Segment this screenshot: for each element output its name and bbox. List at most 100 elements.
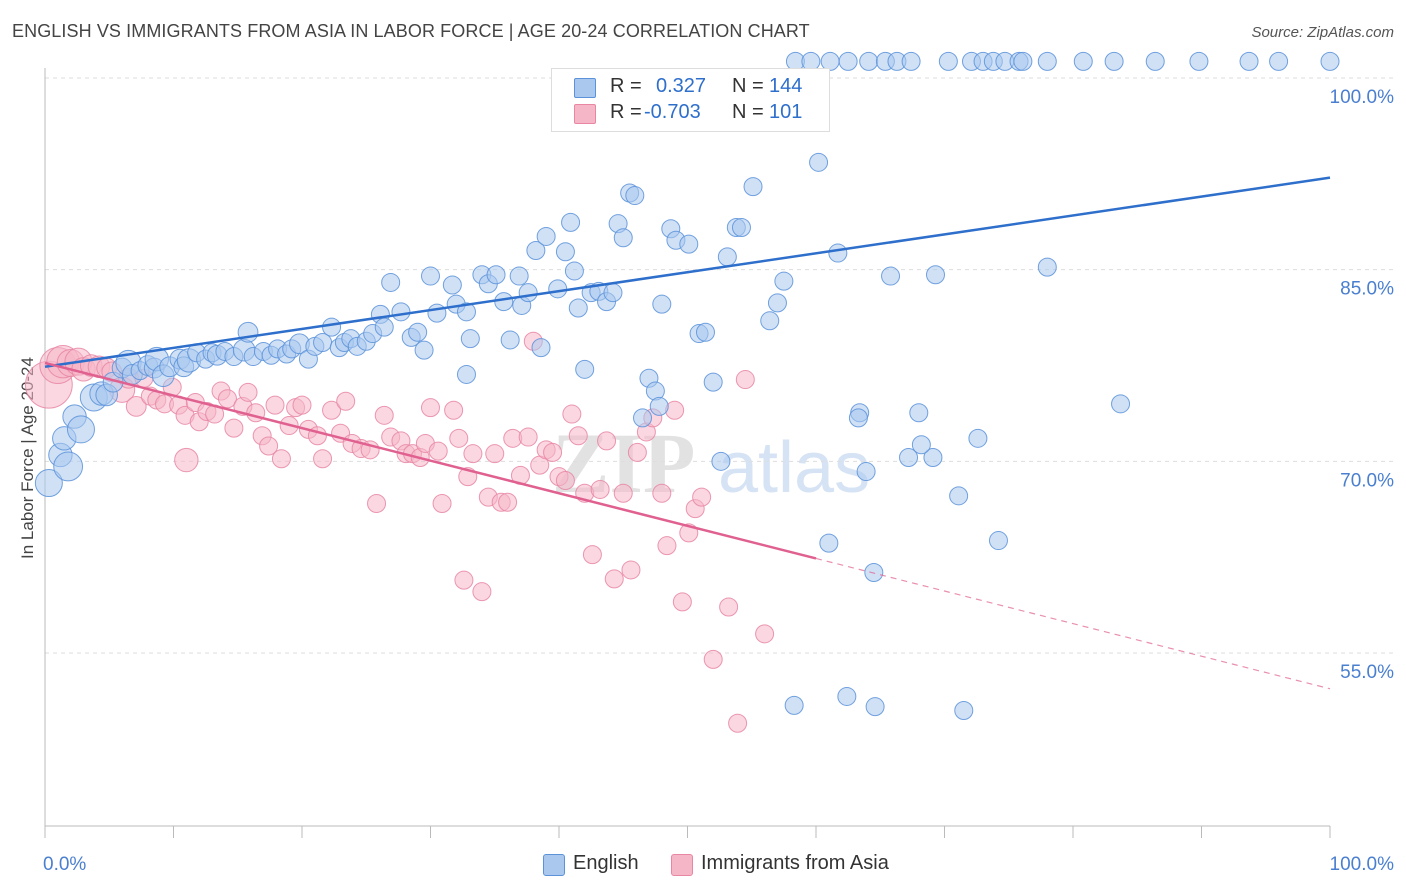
y-tick-label: 55.0% — [1340, 662, 1394, 683]
data-point-asia — [518, 427, 538, 447]
trend-line-asia-extension — [815, 557, 1331, 690]
data-point-asia — [472, 582, 492, 602]
data-point-english — [603, 283, 623, 303]
legend-r-value: -0.703 — [644, 101, 701, 123]
data-point-english — [760, 311, 780, 331]
data-point-english — [408, 322, 428, 342]
data-point-asia — [238, 382, 258, 402]
legend-r-label: R = — [610, 101, 642, 123]
legend-swatch-asia — [574, 104, 596, 124]
data-point-english — [901, 51, 921, 71]
data-point-english — [652, 294, 672, 314]
data-point-asia — [613, 483, 633, 503]
data-point-asia — [174, 447, 199, 473]
data-point-english — [881, 266, 901, 286]
data-point-english — [828, 243, 848, 263]
data-point-english — [237, 321, 259, 343]
data-point-asia — [728, 713, 748, 733]
data-point-asia — [367, 494, 387, 513]
data-point-english — [625, 186, 645, 206]
data-point-asia — [604, 569, 624, 589]
data-point-english — [1111, 394, 1131, 414]
data-point-english — [555, 242, 575, 262]
legend-swatch-english — [574, 78, 596, 98]
data-point-asia — [271, 449, 291, 469]
data-point-english — [531, 338, 551, 358]
data-point-asia — [543, 442, 563, 462]
data-point-english — [633, 408, 653, 428]
data-point-english — [494, 292, 514, 312]
data-point-english — [743, 177, 763, 197]
data-point-english — [819, 533, 839, 553]
trend-lines — [44, 176, 1331, 690]
data-point-english — [968, 428, 988, 448]
x-tick-labels: 0.0% 100.0% — [43, 854, 1394, 875]
data-point-english — [613, 228, 633, 248]
data-point-asia — [444, 400, 464, 420]
data-point-english — [456, 364, 476, 384]
legend-r-value: 0.327 — [656, 75, 707, 97]
data-point-english — [784, 695, 804, 715]
data-point-english — [322, 317, 342, 337]
data-point-asia — [555, 471, 575, 490]
data-point-english — [1269, 51, 1289, 71]
data-point-asia — [652, 483, 672, 503]
data-point-english — [509, 266, 529, 286]
data-point-english — [1037, 257, 1057, 277]
data-point-asia — [719, 597, 739, 617]
data-point-english — [381, 272, 401, 292]
data-point-english — [1189, 51, 1209, 71]
watermark-atlas: atlas — [718, 428, 870, 508]
data-point-english — [548, 279, 568, 299]
data-point-english — [1239, 51, 1259, 71]
data-point-english — [731, 218, 751, 237]
data-point-asia — [498, 492, 518, 512]
data-point-english — [561, 212, 581, 232]
data-point-english — [564, 261, 584, 281]
data-point-english — [809, 152, 829, 172]
data-point-english — [848, 408, 868, 428]
data-point-asia — [217, 389, 237, 409]
stats-legend: R = 0.327 N = 144 R = -0.703 N = 101 — [551, 68, 830, 132]
gridlines — [45, 77, 1394, 654]
data-point-asia — [590, 479, 610, 499]
data-point-english — [1073, 51, 1093, 71]
data-point-english — [954, 701, 974, 720]
data-point-english — [899, 448, 919, 467]
data-point-asia — [562, 404, 582, 424]
legend-n-value: 101 — [769, 101, 803, 123]
x-tick-label-min: 0.0% — [43, 854, 86, 875]
source-label: Source: ZipAtlas.com — [1251, 24, 1394, 41]
data-point-english — [442, 275, 462, 295]
data-point-english — [911, 435, 931, 455]
data-point-english — [575, 359, 595, 379]
bottom-legend-label-english: English — [573, 852, 639, 874]
data-point-english — [909, 403, 929, 423]
legend-n-label: N = — [732, 101, 764, 123]
data-point-asia — [657, 536, 677, 556]
data-point-english — [427, 303, 447, 323]
data-point-english — [391, 302, 411, 322]
data-point-asia — [224, 418, 244, 438]
legend-n-value: 144 — [769, 75, 803, 97]
data-point-asia — [703, 649, 723, 669]
data-point-english — [1013, 51, 1033, 71]
data-point-english — [456, 302, 476, 322]
data-point-english — [1037, 51, 1057, 71]
y-tick-label: 70.0% — [1340, 470, 1394, 491]
chart-title: ENGLISH VS IMMIGRANTS FROM ASIA IN LABOR… — [12, 21, 810, 41]
x-tick-label-max: 100.0% — [1330, 854, 1395, 875]
data-point-english — [1104, 51, 1124, 71]
trend-line-asia — [44, 361, 817, 560]
data-point-english — [568, 298, 588, 318]
data-point-english — [649, 396, 669, 416]
data-point-english — [949, 486, 969, 506]
data-point-english — [703, 372, 723, 392]
data-point-english — [837, 686, 857, 706]
data-point-asia — [313, 449, 333, 469]
data-point-asia — [259, 436, 279, 456]
data-point-asia — [485, 444, 505, 464]
data-point-english — [695, 322, 715, 342]
trend-line-english — [44, 176, 1331, 369]
y-tick-label: 100.0% — [1330, 87, 1395, 108]
